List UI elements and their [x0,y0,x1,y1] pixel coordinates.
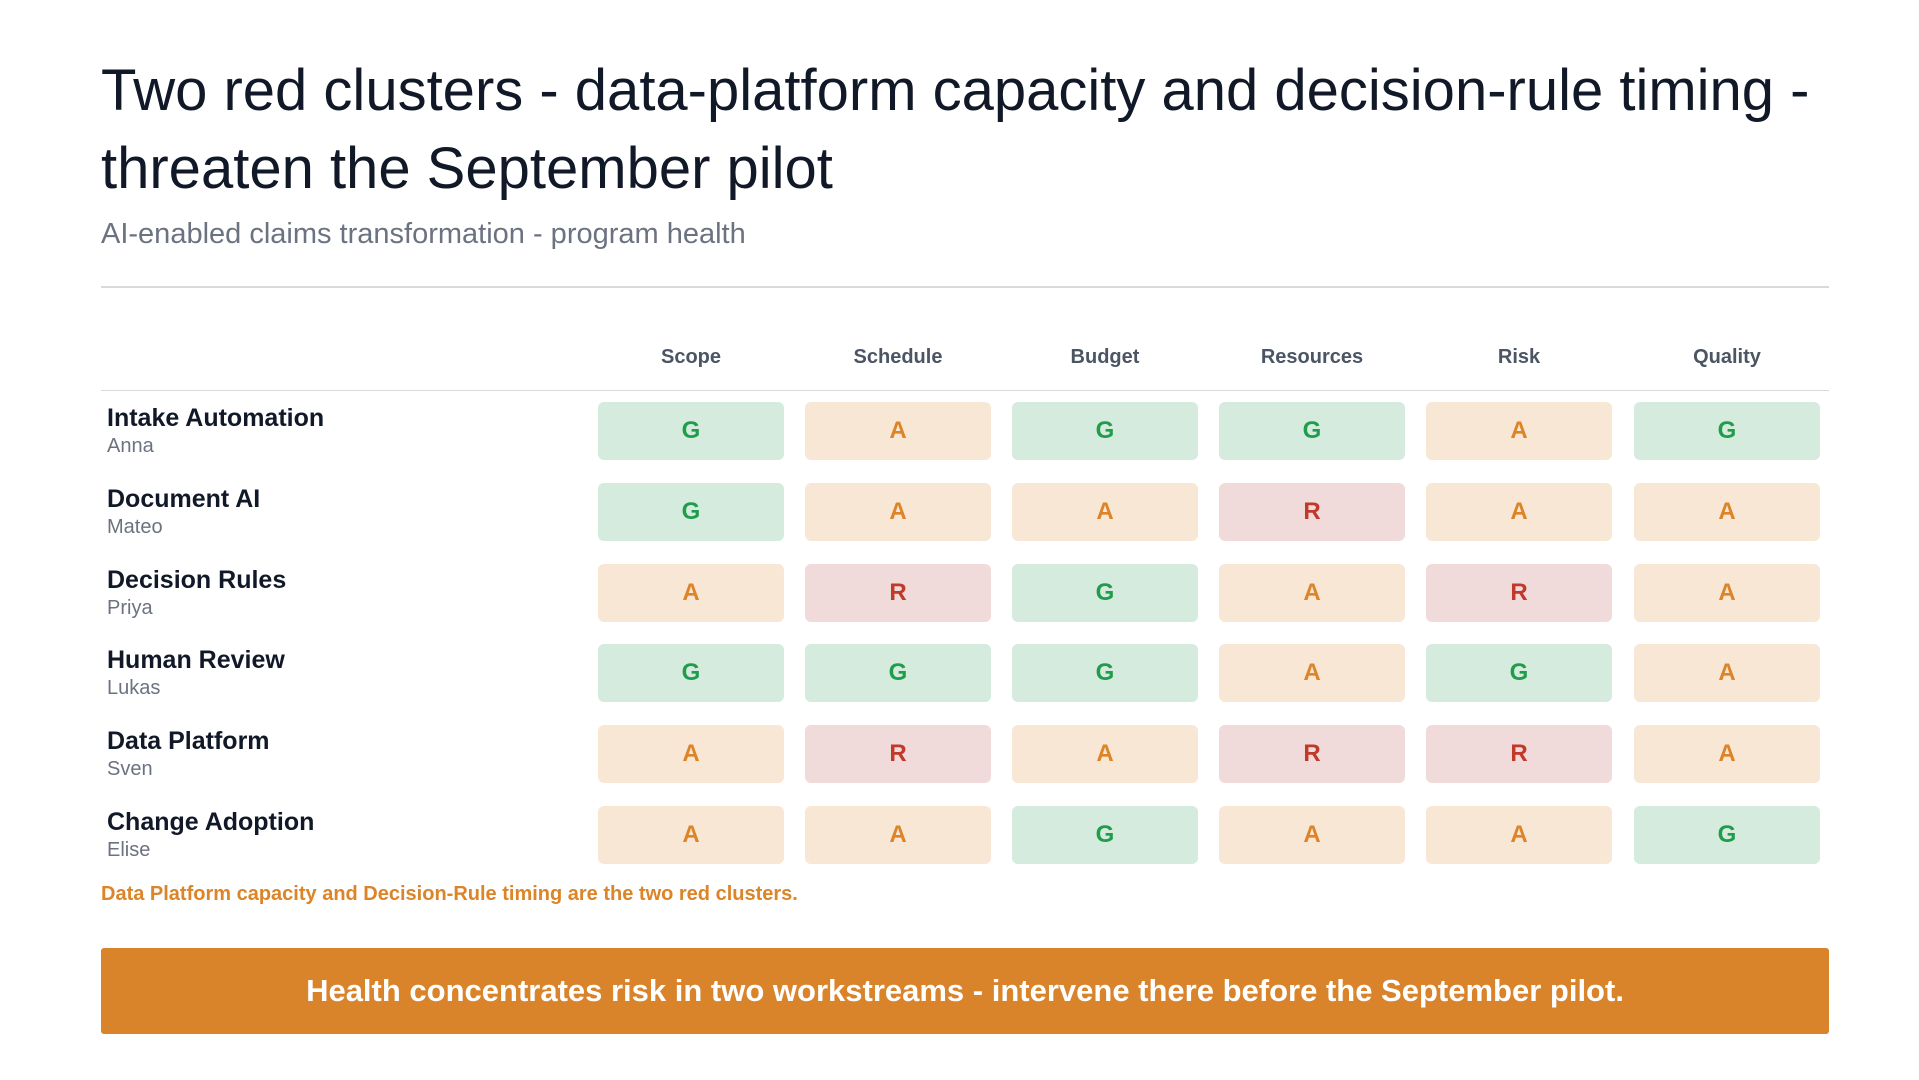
column-header-scope: Scope [660,346,722,368]
status-cell-schedule: A [805,806,991,864]
column-header-risk: Risk [1497,346,1541,368]
slide: Two red clusters - data-platform capacit… [101,0,1829,1080]
status-cell-resources: A [1219,806,1405,864]
workstream-owner: Anna [107,435,154,457]
conclusion-banner: Health concentrates risk in two workstre… [101,948,1829,1034]
column-header-schedule: Schedule [853,346,943,368]
status-cell-risk: R [1426,564,1612,622]
workstream-name: Change Adoption [107,808,315,836]
status-cell-resources: G [1219,402,1405,460]
status-cell-scope: A [598,806,784,864]
status-cell-scope: G [598,644,784,702]
status-cell-risk: A [1426,483,1612,541]
status-cell-resources: R [1219,725,1405,783]
status-cell-budget: G [1012,806,1198,864]
status-cell-resources: A [1219,644,1405,702]
header-divider [101,390,1829,391]
status-cell-budget: G [1012,564,1198,622]
status-cell-risk: R [1426,725,1612,783]
workstream-name: Human Review [107,646,285,674]
status-cell-quality: G [1634,402,1820,460]
column-header-budget: Budget [1070,346,1140,368]
workstream-owner: Sven [107,758,153,780]
workstream-name: Data Platform [107,727,270,755]
status-cell-schedule: A [805,402,991,460]
status-cell-scope: A [598,564,784,622]
column-header-quality: Quality [1693,346,1761,368]
workstream-row: Decision Rules Priya A R G A R A [101,564,1829,622]
workstream-name: Document AI [107,485,261,513]
status-cell-schedule: R [805,725,991,783]
status-cell-risk: G [1426,644,1612,702]
status-cell-budget: G [1012,644,1198,702]
status-cell-quality: A [1634,725,1820,783]
callout-note: Data Platform capacity and Decision-Rule… [101,883,798,905]
workstream-owner: Elise [107,839,151,861]
workstream-row: Human Review Lukas G G G A G A [101,644,1829,702]
status-cell-quality: A [1634,483,1820,541]
status-cell-resources: R [1219,483,1405,541]
status-cell-scope: A [598,725,784,783]
status-cell-resources: A [1219,564,1405,622]
status-cell-schedule: R [805,564,991,622]
column-header-resources: Resources [1260,346,1364,368]
workstream-row: Change Adoption Elise A A G A A G [101,806,1829,864]
status-cell-quality: A [1634,564,1820,622]
workstream-name: Intake Automation [107,404,325,432]
status-cell-scope: G [598,402,784,460]
status-cell-risk: A [1426,402,1612,460]
page-subtitle: AI-enabled claims transformation - progr… [101,218,746,250]
title-divider [101,286,1829,288]
status-cell-schedule: A [805,483,991,541]
workstream-owner: Lukas [107,677,161,699]
status-cell-quality: G [1634,806,1820,864]
status-cell-budget: A [1012,725,1198,783]
workstream-owner: Priya [107,597,153,619]
workstream-owner: Mateo [107,516,163,538]
workstream-row: Data Platform Sven A R A R R A [101,725,1829,783]
status-cell-quality: A [1634,644,1820,702]
status-cell-schedule: G [805,644,991,702]
workstream-row: Intake Automation Anna G A G G A G [101,402,1829,460]
workstream-name: Decision Rules [107,566,287,594]
workstream-row: Document AI Mateo G A A R A A [101,483,1829,541]
status-cell-risk: A [1426,806,1612,864]
status-cell-budget: G [1012,402,1198,460]
status-cell-scope: G [598,483,784,541]
status-cell-budget: A [1012,483,1198,541]
page-title: Two red clusters - data-platform capacit… [101,58,1810,201]
